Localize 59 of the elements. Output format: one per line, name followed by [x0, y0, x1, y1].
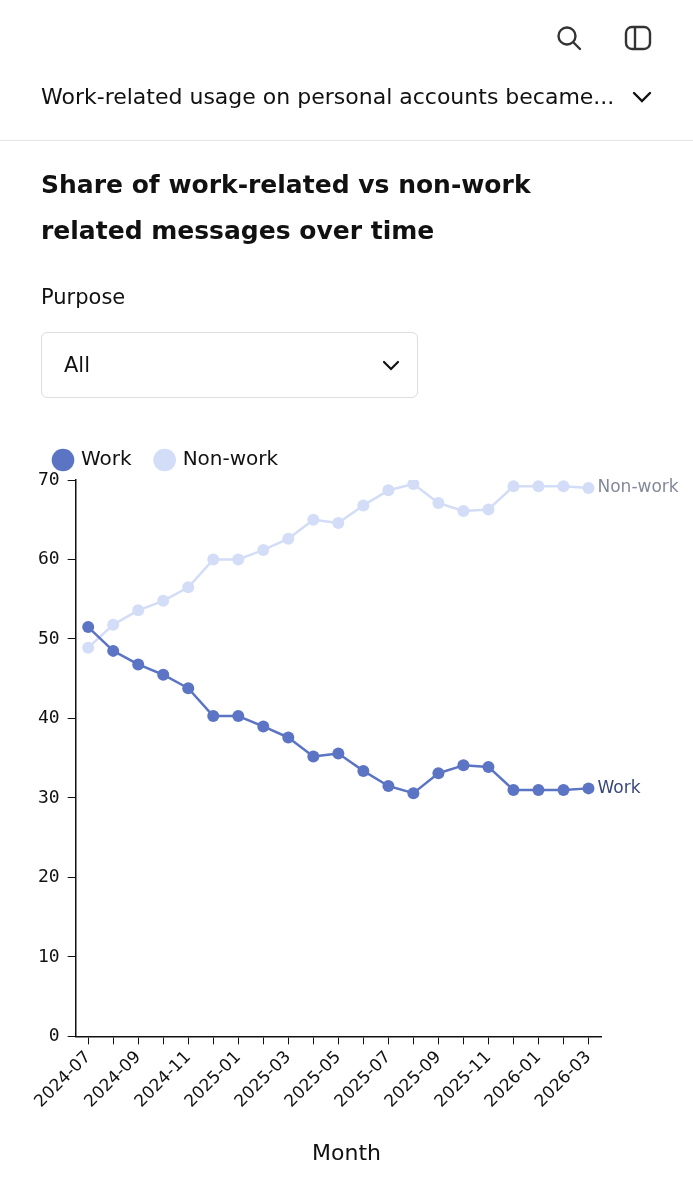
y-tick-label: 20 — [37, 865, 60, 887]
point — [507, 783, 520, 796]
point — [482, 503, 495, 516]
point — [482, 760, 495, 773]
point — [357, 764, 370, 777]
point — [557, 783, 570, 796]
point — [432, 497, 445, 510]
y-tick-label: 60 — [37, 547, 60, 569]
point — [82, 621, 95, 634]
legend-label: Non-work — [182, 446, 279, 471]
point — [82, 641, 95, 654]
text: Purpose — [41, 285, 126, 309]
y-tick-label: 50 — [37, 626, 60, 648]
point — [107, 644, 120, 657]
point — [182, 581, 195, 594]
y-tick-label: 70 — [37, 467, 60, 489]
point — [207, 710, 220, 723]
y-tick-label: 40 — [37, 706, 60, 728]
point — [232, 553, 245, 566]
point — [132, 658, 145, 671]
point — [307, 750, 320, 763]
point — [407, 787, 420, 800]
point — [232, 710, 245, 723]
text: Work-related usage on personal accounts became... — [41, 84, 615, 109]
point — [557, 480, 570, 493]
point — [257, 720, 270, 733]
point — [257, 543, 270, 556]
text: All — [64, 353, 91, 377]
point — [432, 767, 445, 780]
point — [532, 783, 545, 796]
y-tick-label: 30 — [37, 785, 60, 807]
point — [282, 532, 295, 545]
point — [282, 731, 295, 744]
text: Non-work — [597, 476, 679, 497]
point — [157, 668, 170, 681]
point — [382, 779, 395, 792]
y-tick-label: 10 — [37, 944, 60, 966]
point — [132, 604, 145, 617]
point — [157, 594, 170, 607]
point — [457, 759, 470, 772]
point — [507, 480, 520, 493]
point — [382, 484, 395, 497]
point — [307, 513, 320, 526]
point — [182, 682, 195, 695]
legend-label: Work — [81, 446, 133, 471]
y-tick-label: 0 — [48, 1024, 60, 1046]
point — [457, 505, 470, 517]
point — [107, 618, 120, 631]
text: Work — [597, 776, 641, 797]
point — [357, 499, 370, 512]
point — [332, 516, 345, 529]
chart-title: Share of work-related vs non-work related messages over time — [41, 169, 532, 247]
point — [582, 782, 595, 795]
point — [582, 481, 595, 494]
point — [532, 480, 545, 493]
x-axis-title: Month — [311, 1140, 382, 1165]
point — [407, 480, 420, 490]
point — [207, 553, 220, 566]
point — [332, 747, 345, 760]
